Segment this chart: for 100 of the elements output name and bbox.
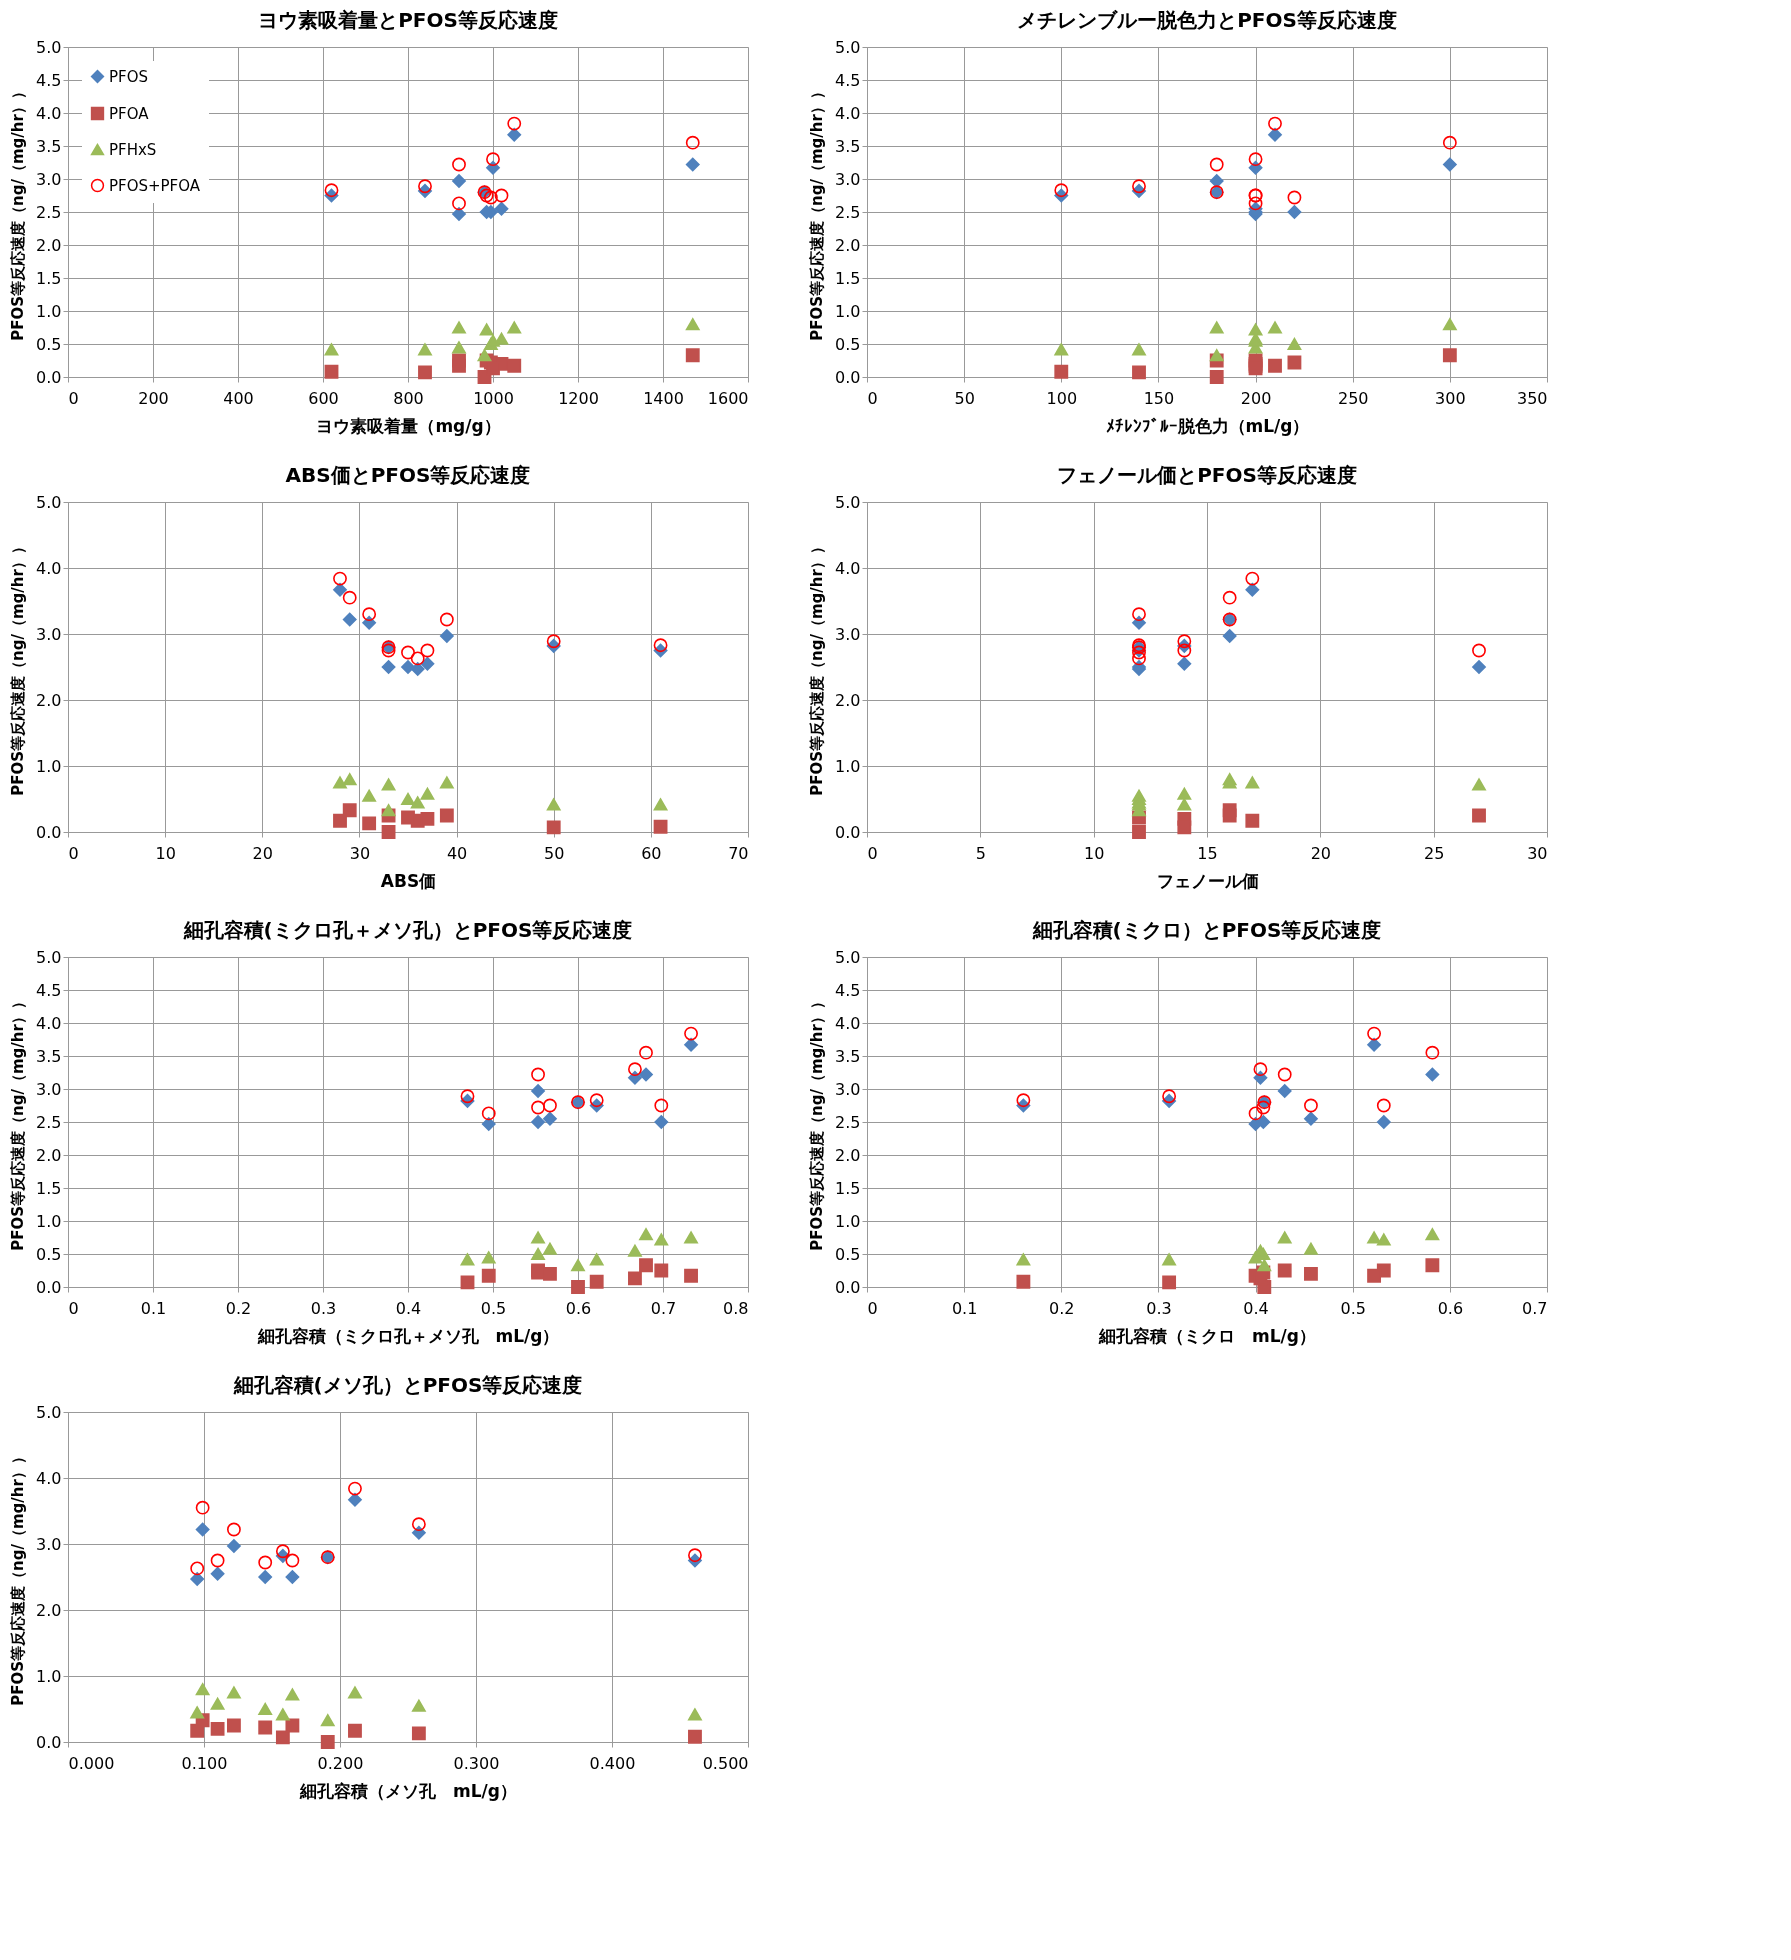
y-axis-title: PFOS等反応速度（ng/（mg/hr）） xyxy=(9,539,28,796)
x-tick-label: 30 xyxy=(1527,843,1548,863)
y-tick-label: 2.0 xyxy=(835,1145,861,1165)
y-tick-label: 1.5 xyxy=(36,268,62,288)
y-tick-label: 3.5 xyxy=(36,1046,62,1066)
x-tick-label: 60 xyxy=(641,843,662,863)
y-tick-label: 4.0 xyxy=(835,1013,861,1033)
x-tick-label: 0 xyxy=(68,1298,79,1318)
x-axis-title: ﾒﾁﾚﾝﾌﾞﾙｰ脱色力（mL/g） xyxy=(1105,415,1310,436)
y-tick-label: 2.0 xyxy=(36,690,62,710)
x-tick-label: 0.300 xyxy=(453,1753,500,1773)
x-axis-title: ABS価 xyxy=(380,870,437,891)
y-tick-label: 1.5 xyxy=(36,1178,62,1198)
y-tick-label: 5.0 xyxy=(835,492,861,512)
y-tick-label: 5.0 xyxy=(36,947,62,967)
y-tick-label: 2.0 xyxy=(835,690,861,710)
chart-title: フェノール価とPFOS等反応速度 xyxy=(1057,463,1357,487)
x-tick-label: 0 xyxy=(867,388,878,408)
chart-title: 細孔容積(ミクロ孔＋メソ孔）とPFOS等反応速度 xyxy=(182,918,633,942)
x-tick-label: 1000 xyxy=(473,388,514,408)
y-tick-label: 2.0 xyxy=(36,1145,62,1165)
y-tick-label: 3.0 xyxy=(835,624,861,644)
y-tick-label: 3.0 xyxy=(835,169,861,189)
legend-label: PFOS+PFOA xyxy=(109,176,201,195)
y-tick-label: 1.0 xyxy=(36,1211,62,1231)
x-tick-label: 800 xyxy=(393,388,424,408)
x-tick-label: 600 xyxy=(308,388,339,408)
y-tick-label: 1.0 xyxy=(36,1666,62,1686)
x-tick-label: 15 xyxy=(1197,843,1218,863)
y-axis-title: PFOS等反応速度（ng/（mg/hr）） xyxy=(808,84,827,341)
y-tick-label: 5.0 xyxy=(36,492,62,512)
y-tick-label: 4.0 xyxy=(36,1013,62,1033)
x-tick-label: 0.500 xyxy=(702,1753,749,1773)
chart-title: 細孔容積(ミクロ）とPFOS等反応速度 xyxy=(1031,918,1382,942)
x-tick-label: 10 xyxy=(1083,843,1105,863)
x-tick-label: 0.5 xyxy=(1340,1298,1366,1318)
x-tick-label: 0.1 xyxy=(951,1298,978,1318)
y-tick-label: 4.5 xyxy=(36,980,62,1000)
x-tick-label: 1600 xyxy=(707,388,749,408)
x-tick-label: 0.6 xyxy=(565,1298,592,1318)
x-axis-title: フェノール価 xyxy=(1156,870,1259,891)
y-tick-label: 0.0 xyxy=(36,822,62,842)
y-tick-label: 0.5 xyxy=(36,1244,62,1264)
x-tick-label: 0.3 xyxy=(1146,1298,1172,1318)
y-tick-label: 0.0 xyxy=(36,367,62,387)
x-tick-label: 50 xyxy=(544,843,565,863)
y-axis-title: PFOS等反応速度（ng/（mg/hr）） xyxy=(808,539,827,796)
x-tick-label: 0 xyxy=(867,1298,878,1318)
x-tick-label: 0.7 xyxy=(1522,1298,1548,1318)
y-tick-label: 2.5 xyxy=(36,1112,62,1132)
x-tick-label: 1400 xyxy=(643,388,684,408)
x-axis-title: 細孔容積（ミクロ孔＋メソ孔 mL/g） xyxy=(256,1325,560,1346)
y-tick-label: 0.5 xyxy=(36,334,62,354)
x-tick-label: 0.8 xyxy=(723,1298,749,1318)
y-axis-title: PFOS等反応速度（ng/（mg/hr）） xyxy=(9,84,28,341)
x-tick-label: 0.3 xyxy=(310,1298,337,1318)
x-tick-label: 0.400 xyxy=(589,1753,636,1773)
chart-title: 細孔容積(メソ孔）とPFOS等反応速度 xyxy=(232,1373,583,1397)
x-tick-label: 250 xyxy=(1337,388,1369,408)
x-tick-label: 5 xyxy=(975,843,986,863)
x-tick-label: 0.100 xyxy=(181,1753,228,1773)
y-tick-label: 2.0 xyxy=(36,1600,62,1620)
x-tick-label: 20 xyxy=(1310,843,1332,863)
chart-title: ヨウ素吸着量とPFOS等反応速度 xyxy=(258,8,558,32)
y-tick-label: 3.0 xyxy=(36,169,62,189)
y-tick-label: 0.0 xyxy=(36,1732,62,1752)
x-tick-label: 10 xyxy=(155,843,176,863)
y-tick-label: 2.5 xyxy=(835,1112,861,1132)
x-tick-label: 0.1 xyxy=(140,1298,167,1318)
y-tick-label: 4.0 xyxy=(36,558,62,578)
x-tick-label: 0.4 xyxy=(395,1298,422,1318)
y-tick-label: 0.0 xyxy=(835,822,861,842)
x-tick-label: 0.000 xyxy=(68,1753,115,1773)
x-tick-label: 0.200 xyxy=(317,1753,364,1773)
x-tick-label: 1200 xyxy=(558,388,599,408)
x-tick-label: 200 xyxy=(138,388,169,408)
y-tick-label: 1.0 xyxy=(835,1211,861,1231)
y-tick-label: 3.0 xyxy=(36,1534,62,1554)
y-tick-label: 1.0 xyxy=(36,301,62,321)
x-tick-label: 200 xyxy=(1240,388,1272,408)
y-tick-label: 2.5 xyxy=(835,202,861,222)
y-tick-label: 2.0 xyxy=(835,235,861,255)
y-tick-label: 2.0 xyxy=(36,235,62,255)
y-tick-label: 5.0 xyxy=(36,1402,62,1422)
y-tick-label: 0.5 xyxy=(835,334,861,354)
y-tick-label: 0.5 xyxy=(835,1244,861,1264)
legend-label: PFHxS xyxy=(109,140,157,159)
y-tick-label: 4.0 xyxy=(835,103,861,123)
x-tick-label: 0.2 xyxy=(225,1298,252,1318)
y-tick-label: 3.0 xyxy=(835,1079,861,1099)
y-tick-label: 0.0 xyxy=(36,1277,62,1297)
x-tick-label: 0.4 xyxy=(1243,1298,1269,1318)
y-tick-label: 4.5 xyxy=(835,70,861,90)
y-tick-label: 4.0 xyxy=(835,558,861,578)
x-tick-label: 50 xyxy=(954,388,975,408)
y-tick-label: 2.5 xyxy=(36,202,62,222)
y-axis-title: PFOS等反応速度（ng/（mg/hr）） xyxy=(9,994,28,1251)
x-tick-label: 20 xyxy=(252,843,273,863)
legend-label: PFOA xyxy=(109,104,150,123)
y-tick-label: 5.0 xyxy=(36,37,62,57)
